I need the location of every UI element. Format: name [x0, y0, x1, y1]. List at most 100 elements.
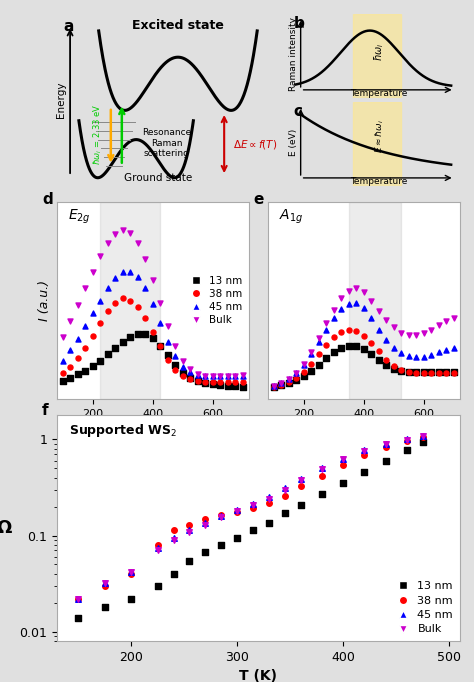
Point: [450, 312, 457, 323]
Point: [170, 535, 177, 546]
Point: [217, 370, 224, 381]
Point: [172, 351, 179, 362]
Point: [231, 381, 239, 392]
Point: [127, 228, 134, 239]
Point: [339, 454, 347, 464]
X-axis label: T (K): T (K): [136, 424, 170, 437]
Point: [450, 366, 457, 377]
Point: [300, 370, 308, 381]
Point: [74, 353, 82, 364]
Point: [403, 445, 410, 456]
Point: [383, 315, 390, 326]
Point: [398, 366, 405, 376]
Point: [179, 361, 187, 372]
Point: [382, 455, 389, 466]
Point: [360, 287, 368, 298]
Point: [265, 494, 273, 505]
Text: $\hbar\omega_i$ = 2.33 eV: $\hbar\omega_i$ = 2.33 eV: [91, 104, 104, 165]
Point: [428, 366, 435, 377]
Point: [66, 361, 74, 372]
Point: [142, 254, 149, 265]
Point: [292, 375, 300, 386]
Point: [281, 508, 289, 519]
Text: Ω: Ω: [0, 519, 12, 537]
Point: [375, 346, 383, 357]
Point: [308, 358, 315, 369]
Point: [249, 502, 257, 513]
Point: [111, 297, 119, 308]
Point: [149, 298, 156, 309]
Point: [186, 372, 194, 383]
Point: [428, 368, 435, 379]
Point: [375, 306, 383, 316]
Y-axis label: I (a.u.): I (a.u.): [38, 280, 51, 321]
Point: [367, 312, 375, 323]
Point: [201, 546, 209, 557]
Text: Raman intensity: Raman intensity: [289, 17, 298, 91]
Point: [360, 330, 368, 341]
Point: [119, 336, 127, 347]
Point: [285, 374, 293, 385]
Point: [375, 354, 383, 365]
Point: [285, 377, 293, 388]
Point: [398, 364, 405, 375]
Point: [218, 539, 225, 550]
Text: c: c: [294, 104, 303, 119]
Point: [59, 355, 67, 366]
Point: [134, 237, 142, 248]
Point: [209, 379, 217, 390]
Point: [172, 340, 179, 351]
Point: [339, 477, 347, 488]
Point: [201, 518, 209, 529]
Bar: [100, 203, 160, 399]
Point: [330, 304, 337, 315]
Point: [97, 250, 104, 261]
Point: [443, 366, 450, 377]
Point: [339, 453, 347, 464]
Point: [345, 340, 353, 351]
Point: [66, 372, 74, 383]
Point: [360, 302, 368, 313]
Point: [403, 434, 410, 445]
Point: [308, 347, 315, 358]
Point: [209, 370, 217, 381]
Point: [104, 237, 112, 248]
Point: [201, 513, 209, 524]
Point: [405, 351, 412, 362]
Point: [420, 368, 428, 379]
Legend: 13 nm, 38 nm, 45 nm, Bulk: 13 nm, 38 nm, 45 nm, Bulk: [184, 275, 244, 326]
Point: [323, 324, 330, 335]
Point: [154, 539, 161, 550]
Point: [149, 326, 156, 337]
Point: [383, 359, 390, 370]
Point: [367, 349, 375, 360]
Point: [315, 332, 323, 343]
Point: [119, 225, 127, 236]
Point: [170, 568, 177, 579]
Point: [419, 437, 427, 448]
Point: [101, 578, 109, 589]
Text: f: f: [42, 404, 49, 419]
Point: [154, 545, 161, 556]
Point: [330, 347, 337, 358]
Point: [128, 593, 135, 604]
Point: [172, 359, 179, 370]
Point: [278, 380, 285, 391]
Point: [179, 355, 187, 366]
Point: [164, 354, 172, 365]
Point: [111, 229, 119, 240]
Point: [217, 377, 224, 388]
Point: [281, 490, 289, 501]
Point: [209, 370, 217, 381]
Point: [89, 330, 97, 341]
Point: [420, 352, 428, 363]
Point: [403, 434, 410, 445]
Point: [239, 377, 246, 388]
Point: [367, 295, 375, 306]
Point: [353, 297, 360, 308]
Point: [412, 366, 420, 377]
Point: [383, 354, 390, 365]
Point: [315, 336, 323, 347]
Point: [194, 368, 201, 379]
Point: [419, 431, 427, 442]
